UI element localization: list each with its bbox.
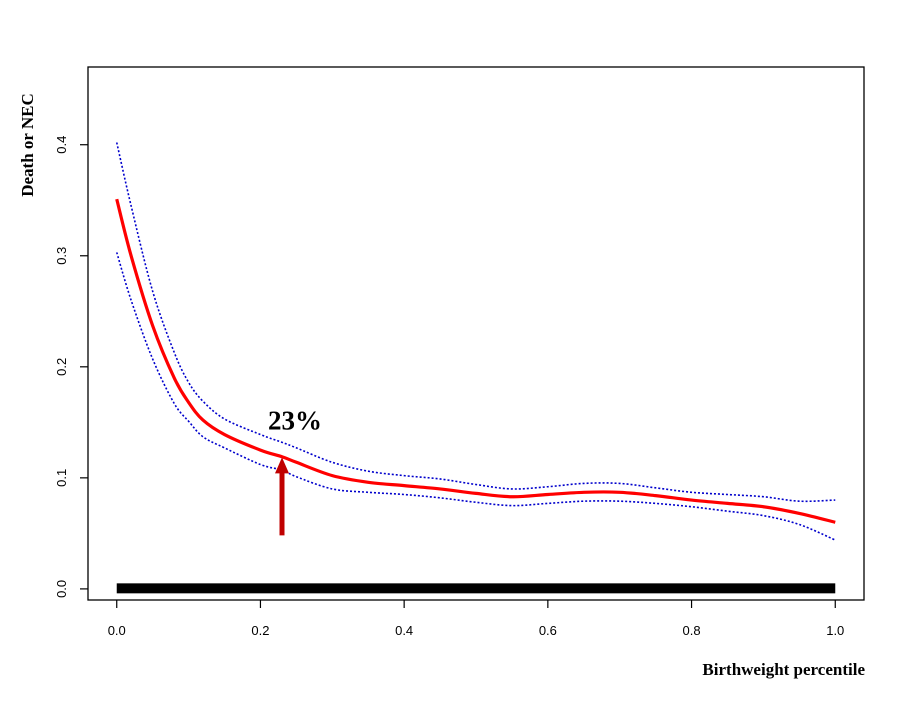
x-tick-label: 0.4 (395, 623, 413, 638)
arrow-head (275, 457, 289, 474)
line-layer (115, 198, 836, 524)
rug-layer (116, 583, 836, 594)
y-axis-title: Death or NEC (18, 93, 37, 197)
y-tick-label: 0.1 (54, 469, 69, 487)
x-tick-label: 0.6 (539, 623, 557, 638)
x-tick-label: 1.0 (826, 623, 844, 638)
y-tick-label: 0.2 (54, 358, 69, 376)
rug-band (116, 583, 836, 594)
y-tick-label: 0.3 (54, 247, 69, 265)
y-tick-label: 0.0 (54, 580, 69, 598)
x-tick-label: 0.0 (108, 623, 126, 638)
annotation-label: 23% (268, 405, 322, 435)
x-axis: 0.0 0.2 0.4 0.6 0.8 1.0 (108, 600, 844, 638)
series-upper-ci (115, 142, 836, 503)
series-estimate (115, 198, 836, 524)
arrow-layer (275, 457, 289, 536)
series-lower-ci (115, 252, 836, 541)
ci-layer (115, 142, 836, 541)
x-tick-label: 0.2 (251, 623, 269, 638)
x-tick-label: 0.8 (683, 623, 701, 638)
plot-frame (87, 66, 865, 601)
y-tick-label: 0.4 (54, 136, 69, 154)
x-axis-title: Birthweight percentile (702, 660, 865, 679)
y-axis: 0.0 0.1 0.2 0.3 0.4 (54, 136, 88, 598)
